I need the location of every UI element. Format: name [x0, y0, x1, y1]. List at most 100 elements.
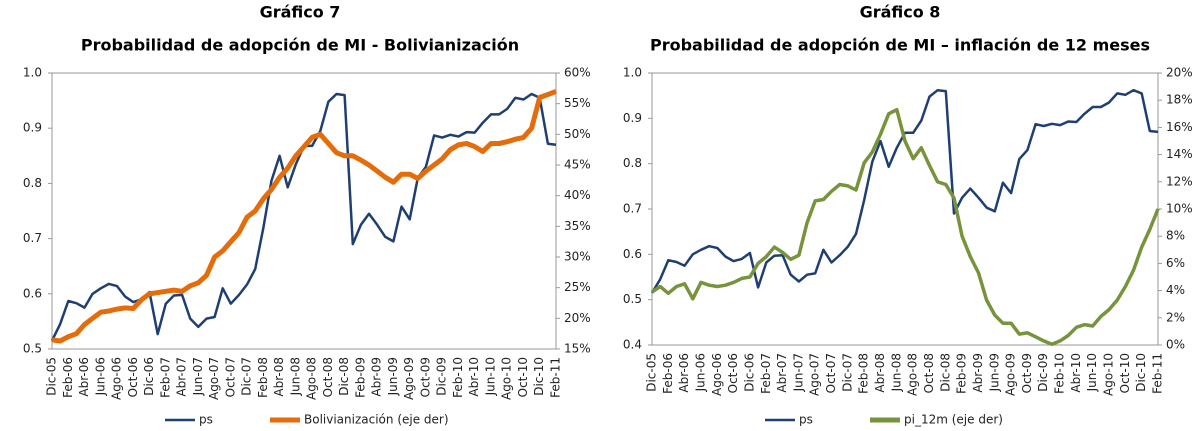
x-tick-label: Jun-06: [693, 353, 707, 392]
x-tick-label: Ago-09: [402, 357, 416, 400]
x-tick-label: Oct-09: [418, 357, 432, 397]
y2-tick-label: 2%: [1166, 310, 1185, 324]
y-tick-label: 0.5: [623, 292, 642, 306]
legend-label: Bolivianización (eje der): [304, 413, 449, 427]
x-tick-label: Abr-07: [175, 357, 189, 397]
x-tick-label: Feb-10: [1053, 353, 1067, 394]
x-tick-label: Dic-06: [142, 357, 156, 396]
x-tick-label: Ago-08: [305, 357, 319, 400]
x-tick-label: Dic-09: [435, 357, 449, 396]
y2-tick-label: 0%: [1166, 338, 1185, 352]
y2-tick-label: 60%: [564, 66, 591, 80]
y2-tick-label: 12%: [1166, 174, 1193, 188]
y2-tick-label: 45%: [564, 158, 591, 172]
y-tick-label: 0.5: [23, 342, 42, 356]
x-tick-label: Oct-08: [321, 357, 335, 397]
y2-tick-label: 20%: [1166, 66, 1193, 80]
y2-tick-label: 8%: [1166, 229, 1185, 243]
x-tick-label: Ago-08: [906, 353, 920, 396]
x-tick-label: Dic-05: [645, 353, 659, 392]
y-tick-label: 1.0: [623, 66, 642, 80]
y2-tick-label: 15%: [564, 342, 591, 356]
x-tick-label: Dic-08: [337, 357, 351, 396]
y-tick-label: 0.6: [623, 247, 642, 261]
y-tick-label: 0.9: [623, 111, 642, 125]
chart-subtitle: Probabilidad de adopción de MI – inflaci…: [650, 36, 1150, 55]
x-tick-label: Oct-10: [1118, 353, 1132, 393]
x-tick-label: Dic-10: [1134, 353, 1148, 392]
y2-tick-label: 55%: [564, 96, 591, 110]
y-tick-label: 1.0: [23, 66, 42, 80]
x-tick-label: Jun-10: [1085, 353, 1099, 392]
x-tick-label: Abr-10: [467, 357, 481, 397]
x-tick-label: Abr-10: [1069, 353, 1083, 393]
y2-tick-label: 30%: [564, 250, 591, 264]
x-tick-label: Feb-11: [1151, 353, 1165, 394]
x-tick-label: Oct-07: [223, 357, 237, 397]
x-tick-label: Dic-09: [1036, 353, 1050, 392]
x-tick-label: Feb-07: [158, 357, 172, 398]
chart-subtitle: Probabilidad de adopción de MI - Bolivia…: [81, 36, 519, 55]
y2-tick-label: 35%: [564, 219, 591, 233]
x-tick-label: Ago-07: [207, 357, 221, 400]
x-tick-label: Jun-07: [791, 353, 805, 392]
x-tick-label: Oct-07: [824, 353, 838, 393]
x-tick-label: Ago-09: [1004, 353, 1018, 396]
line-series: [51, 89, 557, 344]
x-tick-label: Oct-06: [726, 353, 740, 393]
y-tick-label: 0.6: [23, 286, 42, 300]
x-tick-label: Ago-10: [500, 357, 514, 400]
x-tick-label: Feb-08: [857, 353, 871, 394]
x-tick-label: Dic-07: [840, 353, 854, 392]
x-tick-label: Abr-08: [873, 353, 887, 393]
x-tick-label: Ago-06: [710, 353, 724, 396]
y2-tick-label: 18%: [1166, 93, 1193, 107]
x-tick-label: Oct-10: [516, 357, 530, 397]
x-tick-label: Abr-06: [77, 357, 91, 397]
y2-tick-label: 10%: [1166, 202, 1193, 216]
x-tick-label: Jun-09: [987, 353, 1001, 392]
x-tick-label: Feb-08: [256, 357, 270, 398]
x-tick-label: Abr-07: [775, 353, 789, 393]
x-tick-label: Dic-07: [240, 357, 254, 396]
y-tick-label: 0.8: [23, 176, 42, 190]
y2-tick-label: 20%: [564, 311, 591, 325]
x-tick-label: Abr-06: [677, 353, 691, 393]
plot-frame: [651, 72, 1159, 346]
y2-tick-label: 14%: [1166, 147, 1193, 161]
x-tick-label: Ago-07: [808, 353, 822, 396]
x-tick-label: Abr-09: [971, 353, 985, 393]
x-tick-label: Abr-08: [272, 357, 286, 397]
x-tick-label: Dic-08: [938, 353, 952, 392]
x-tick-label: Feb-06: [61, 357, 75, 398]
y-tick-label: 0.7: [623, 202, 642, 216]
x-tick-label: Feb-09: [353, 357, 367, 398]
y-tick-label: 0.7: [23, 231, 42, 245]
x-tick-label: Oct-06: [126, 357, 140, 397]
x-tick-label: Jun-08: [288, 357, 302, 396]
y2-tick-label: 6%: [1166, 256, 1185, 270]
y2-tick-label: 50%: [564, 127, 591, 141]
x-tick-label: Jun-08: [889, 353, 903, 392]
y-tick-label: 0.9: [23, 121, 42, 135]
plot-frame: [51, 72, 557, 350]
y2-tick-label: 40%: [564, 188, 591, 202]
x-tick-label: Jun-07: [191, 357, 205, 396]
x-tick-label: Ago-06: [110, 357, 124, 400]
x-tick-label: Dic-05: [45, 357, 59, 396]
line-series: [651, 107, 1160, 347]
x-tick-label: Abr-09: [370, 357, 384, 397]
legend-label: ps: [799, 413, 813, 427]
chart-title: Gráfico 7: [260, 3, 341, 22]
legend-label: pi_12m (eje der): [904, 413, 1003, 427]
x-tick-label: Jun-10: [483, 357, 497, 396]
x-tick-label: Jun-09: [386, 357, 400, 396]
x-tick-label: Dic-10: [532, 357, 546, 396]
x-tick-label: Ago-10: [1102, 353, 1116, 396]
x-tick-label: Feb-07: [759, 353, 773, 394]
y2-tick-label: 4%: [1166, 283, 1185, 297]
x-tick-label: Oct-08: [922, 353, 936, 393]
y2-tick-label: 16%: [1166, 120, 1193, 134]
line-series: [50, 92, 557, 342]
